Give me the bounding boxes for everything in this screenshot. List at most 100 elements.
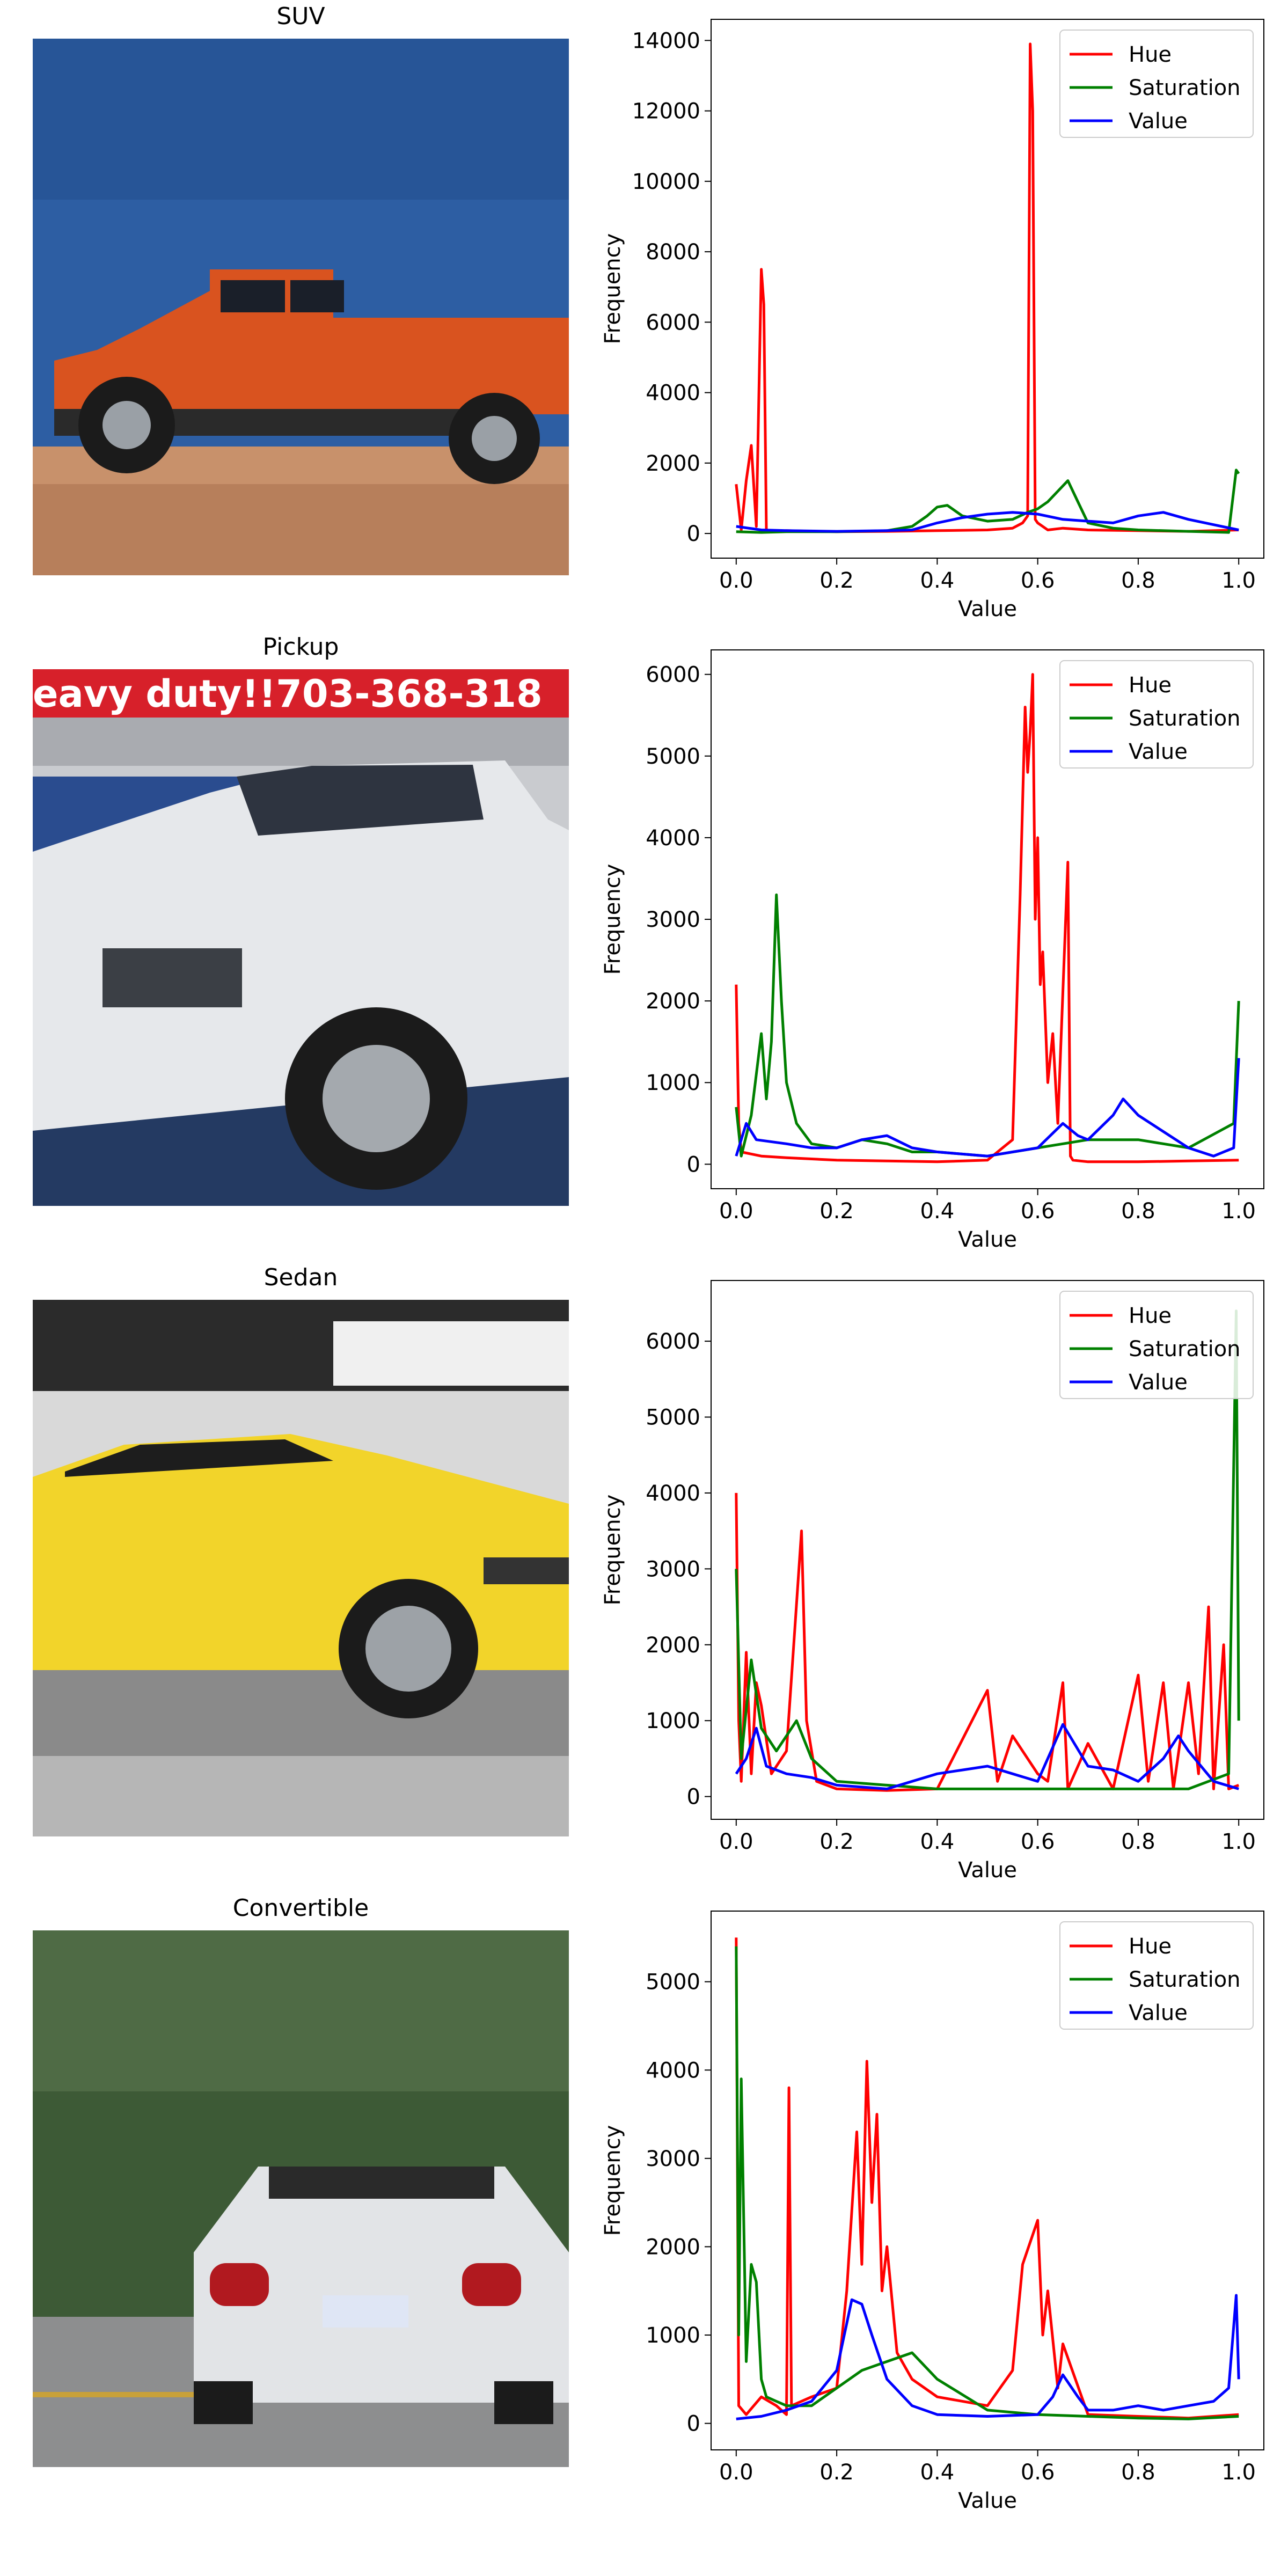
- x-tick-label: 0.4: [920, 2460, 955, 2485]
- y-tick-label: 4000: [646, 826, 700, 851]
- y-tick-label: 1000: [646, 2323, 700, 2348]
- y-tick-label: 6000: [646, 310, 700, 335]
- x-tick-label: 0.8: [1121, 1199, 1155, 1224]
- x-tick-label: 0.0: [719, 2460, 753, 2485]
- panel-row-pickup: Pickup eavy duty!!703-368-318 0.0 0.2 0.4 0…: [0, 631, 1288, 1261]
- x-tick-label: 0.2: [819, 2460, 854, 2485]
- chart-legend: Hue Saturation Value: [1059, 660, 1254, 769]
- x-tick-label: 0.0: [719, 1199, 753, 1224]
- y-axis-label: Frequency: [601, 2125, 625, 2236]
- legend-label-value: Value: [1129, 1370, 1188, 1395]
- y-tick-label: 0: [687, 522, 700, 546]
- legend-label-value: Value: [1129, 2001, 1188, 2025]
- y-tick-label: 0: [687, 2412, 700, 2436]
- photo-title: Convertible: [232, 1894, 369, 1922]
- chart-legend: Hue Saturation Value: [1059, 30, 1254, 138]
- y-tick-label: 4000: [646, 1481, 700, 1506]
- y-tick-label: 0: [687, 1152, 700, 1177]
- y-tick-label: 5000: [646, 1970, 700, 1995]
- y-axis-label: Frequency: [601, 1495, 625, 1606]
- hsv-histogram-pickup: 0.0 0.2 0.4 0.6 0.8 1.0 0 1000 2000 3000 4000 5000 6…: [580, 631, 1288, 1261]
- legend-box: [1059, 30, 1254, 138]
- y-tick-label: 3000: [646, 2147, 700, 2171]
- series-line-value: [736, 2294, 1240, 2420]
- legend-label-value: Value: [1129, 109, 1188, 134]
- y-tick-label: 2000: [646, 2235, 700, 2259]
- x-axis-label: Value: [958, 1858, 1017, 1883]
- y-tick-label: 2000: [646, 1633, 700, 1658]
- y-tick-label: 6000: [646, 1329, 700, 1354]
- legend-label-hue: Hue: [1129, 1934, 1172, 1959]
- sedan-photo: [33, 1300, 569, 1836]
- legend-label-value: Value: [1129, 740, 1188, 764]
- x-axis-label: Value: [958, 1227, 1017, 1252]
- legend-box: [1059, 1921, 1254, 2030]
- y-tick-label: 10000: [632, 170, 700, 194]
- legend-label-hue: Hue: [1129, 673, 1172, 698]
- x-tick-label: 0.2: [819, 568, 854, 593]
- x-tick-label: 0.2: [819, 1829, 854, 1854]
- y-tick-label: 1000: [646, 1709, 700, 1733]
- photo-title: SUV: [276, 3, 325, 30]
- legend-box: [1059, 1291, 1254, 1399]
- convertible-photo: [33, 1930, 569, 2467]
- y-tick-label: 3000: [646, 908, 700, 932]
- y-tick-label: 5000: [646, 1406, 700, 1430]
- x-axis-label: Value: [958, 597, 1017, 621]
- y-tick-label: 6000: [646, 663, 700, 687]
- series-line-value: [736, 511, 1239, 533]
- y-axis-label: Frequency: [601, 864, 625, 975]
- y-tick-label: 14000: [632, 28, 700, 53]
- plot-frame: [711, 1280, 1264, 1820]
- y-tick-label: 4000: [646, 381, 700, 406]
- banner-text: eavy duty!!703-368-318: [33, 672, 543, 716]
- y-tick-label: 8000: [646, 240, 700, 265]
- x-tick-label: 1.0: [1221, 1199, 1256, 1224]
- x-tick-label: 0.4: [920, 1199, 955, 1224]
- x-tick-label: 0.2: [819, 1199, 854, 1224]
- hsv-histogram-suv: 0.0 0.2 0.4 0.6 0.8 1.0 0 2000 4000 6000 8000 10000…: [580, 0, 1288, 631]
- y-axis-label: Frequency: [601, 233, 625, 345]
- x-tick-label: 0.8: [1121, 1829, 1155, 1854]
- y-tick-label: 4000: [646, 2058, 700, 2083]
- x-tick-label: 0.6: [1021, 568, 1055, 593]
- series-line-hue: [735, 1937, 1239, 2420]
- photo-title: Sedan: [264, 1264, 338, 1291]
- series-line-saturation: [736, 469, 1240, 534]
- panel-row-convertible: Convertible 0.0 0.2 0.4 0.6 0.8 1.0 0 1000 2000 3…: [0, 1892, 1288, 2522]
- series-line-value: [735, 1058, 1240, 1158]
- y-tick-label: 2000: [646, 989, 700, 1014]
- legend-box: [1059, 660, 1254, 769]
- hsv-histogram-sedan: 0.0 0.2 0.4 0.6 0.8 1.0 0 1000 2000 3000 4000 5000 6…: [580, 1261, 1288, 1892]
- x-tick-label: 0.6: [1021, 1199, 1055, 1224]
- legend-label-saturation: Saturation: [1129, 706, 1241, 731]
- suv-photo: [33, 39, 569, 575]
- series-line-saturation: [735, 893, 1240, 1158]
- series-line-value: [735, 1723, 1239, 1790]
- x-tick-label: 1.0: [1221, 2460, 1256, 2485]
- y-tick-label: 0: [687, 1785, 700, 1810]
- x-tick-label: 0.4: [920, 1829, 955, 1854]
- y-tick-label: 1000: [646, 1071, 700, 1095]
- y-tick-label: 5000: [646, 744, 700, 769]
- photo-title: Pickup: [262, 633, 339, 661]
- y-tick-label: 2000: [646, 451, 700, 476]
- y-tick-label: 12000: [632, 99, 700, 124]
- plot-frame: [711, 19, 1264, 559]
- pickup-photo: eavy duty!!703-368-318: [33, 669, 569, 1206]
- series-line-hue: [735, 1492, 1240, 1792]
- x-tick-label: 0.8: [1121, 2460, 1155, 2485]
- hsv-histogram-convertible: 0.0 0.2 0.4 0.6 0.8 1.0 0 1000 2000 3000 4000 5000 …: [580, 1892, 1288, 2522]
- x-tick-label: 0.8: [1121, 568, 1155, 593]
- x-tick-label: 1.0: [1221, 568, 1256, 593]
- series-line-hue: [735, 673, 1239, 1163]
- legend-label-hue: Hue: [1129, 1304, 1172, 1328]
- y-tick-label: 3000: [646, 1557, 700, 1582]
- series-line-saturation: [735, 1946, 1239, 2420]
- legend-label-saturation: Saturation: [1129, 1337, 1241, 1362]
- series-line-saturation: [735, 1309, 1240, 1790]
- legend-label-saturation: Saturation: [1129, 76, 1241, 100]
- panel-row-suv: SUV 0.0 0.2 0.4 0.6 0.8 1.0 0 2000 4000 6000 8000 1…: [0, 0, 1288, 631]
- x-tick-label: 0.6: [1021, 2460, 1055, 2485]
- legend-label-hue: Hue: [1129, 42, 1172, 67]
